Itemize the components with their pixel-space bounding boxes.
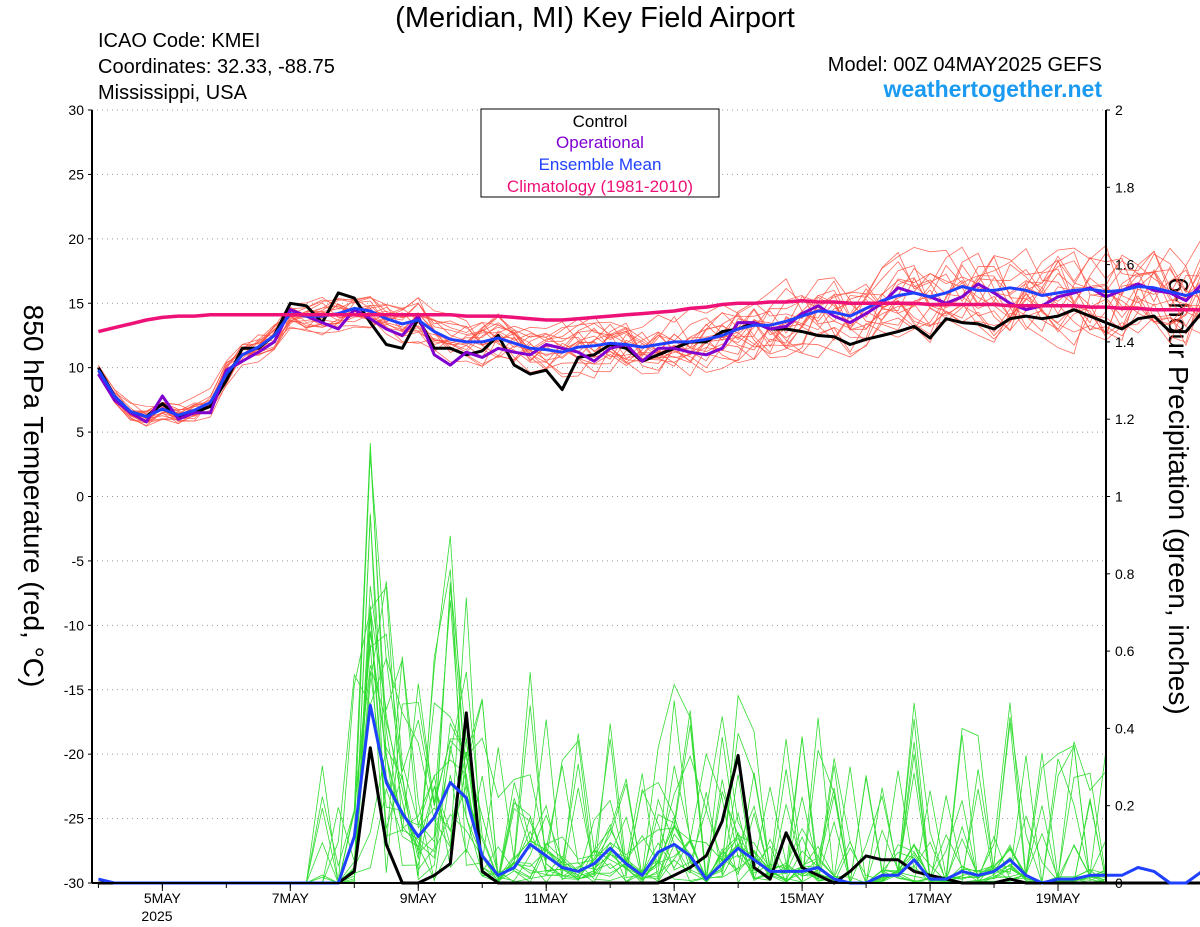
y-left-tick-label: 5 [76, 424, 84, 440]
legend-control: Control [573, 112, 628, 131]
precip-member-line [98, 442, 1107, 885]
x-tick-label: 17MAY [908, 890, 954, 906]
x-tick-label: 19MAY [1036, 890, 1082, 906]
x-tick-label: 7MAY [272, 890, 310, 906]
precip-member-line [98, 631, 1107, 884]
y-right-tick-label: 1.4 [1115, 334, 1135, 350]
y-right-tick-label: 1.8 [1115, 179, 1135, 195]
y-left-tick-label: 20 [68, 231, 84, 247]
station-info: ICAO Code: KMEI Coordinates: 32.33, -88.… [98, 28, 335, 106]
x-tick-label: 5MAY [144, 890, 182, 906]
y-right-tick-label: 0 [1115, 875, 1123, 891]
legend-ensemble-mean: Ensemble Mean [539, 155, 662, 174]
precip-member-line [98, 513, 1107, 884]
y-left-tick-label: 25 [68, 166, 84, 182]
y-left-tick-label: -5 [72, 553, 85, 569]
precip-member-line [98, 630, 1107, 885]
series-lines [97, 282, 1200, 885]
temp-line-ensemble-mean [97, 285, 1200, 419]
legend-box [480, 108, 720, 198]
precip-member-line [98, 586, 1107, 884]
y-right-tick-label: 1 [1115, 489, 1123, 505]
coordinates: Coordinates: 32.33, -88.75 [98, 56, 335, 78]
x-tick-label: 11MAY [524, 890, 568, 906]
grid [92, 109, 1106, 884]
temp-line-control [97, 291, 1200, 419]
y-left-tick-label: -10 [64, 617, 84, 633]
x-tick-label: 9MAY [400, 890, 438, 906]
temp-member-line [98, 244, 1200, 421]
x-tick-label: 13MAY [652, 890, 698, 906]
legend: Control Operational Ensemble Mean Climat… [480, 108, 720, 198]
y-right-tick-label: 1.6 [1115, 257, 1135, 273]
temp-member-line [98, 253, 1200, 415]
region: Mississippi, USA [98, 82, 247, 104]
site-brand[interactable]: weathertogether.net [883, 76, 1102, 102]
y-left-tick-label: 0 [76, 489, 84, 505]
y-left-tick-label: 30 [68, 102, 84, 118]
y-left-tick-label: 10 [68, 360, 84, 376]
temp-line-climatology [97, 298, 1200, 334]
y-right-tick-label: 1.2 [1115, 411, 1135, 427]
y-left-tick-label: -15 [64, 682, 84, 698]
year-label: 2025 [141, 908, 172, 924]
y-right-tick-label: 0.8 [1115, 566, 1135, 582]
model-run: Model: 00Z 04MAY2025 GEFS [827, 54, 1102, 76]
precip-member-line [98, 615, 1107, 884]
y-right-tick-label: 0.2 [1115, 798, 1135, 814]
precip-line-ensemble-mean [98, 703, 1200, 885]
precip-member-line [98, 535, 1107, 884]
legend-climatology: Climatology (1981-2010) [507, 177, 693, 196]
icao-code: ICAO Code: KMEI [98, 30, 261, 52]
precip-line-control [98, 711, 1200, 885]
y-right-tick-label: 2 [1115, 102, 1123, 118]
legend-operational: Operational [556, 133, 644, 152]
y-right-tick-label: 0.6 [1115, 643, 1135, 659]
ensemble-members [98, 240, 1200, 885]
y-left-tick-label: 15 [68, 295, 84, 311]
x-tick-label: 15MAY [780, 890, 826, 906]
precip-member-line [98, 515, 1107, 884]
y-left-tick-label: -25 [64, 811, 84, 827]
y-left-tick-label: -20 [64, 746, 84, 762]
axes: 302520151050-5-10-15-20-25-3021.81.61.41… [64, 102, 1135, 906]
temp-member-line [98, 248, 1200, 413]
precip-member-line [98, 586, 1107, 884]
y-right-tick-label: 0.4 [1115, 720, 1135, 736]
y-left-tick-label: -30 [64, 875, 84, 891]
precip-member-line [98, 633, 1107, 885]
temp-member-line [98, 252, 1200, 420]
chart-title: (Meridian, MI) Key Field Airport [395, 2, 795, 34]
